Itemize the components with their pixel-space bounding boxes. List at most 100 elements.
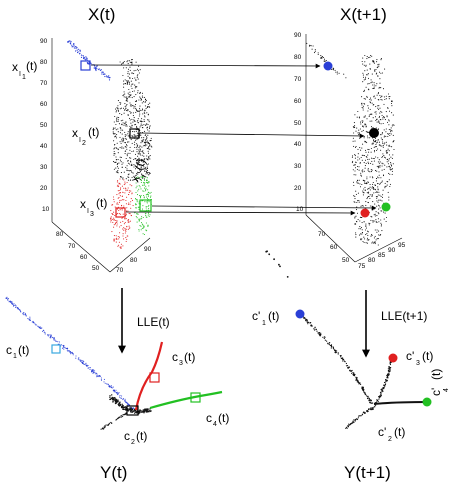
cloud-point <box>121 403 123 405</box>
cloud-point <box>363 79 365 81</box>
cloud-point <box>354 140 356 142</box>
cloud-point <box>124 134 126 136</box>
svg-text:90: 90 <box>144 246 152 253</box>
cloud-point <box>117 203 119 205</box>
cloud-point <box>389 129 391 131</box>
cloud-point <box>379 182 381 184</box>
cloud-point <box>149 148 151 150</box>
cloud-point <box>383 211 385 213</box>
cloud-point <box>383 155 385 157</box>
cloud-point <box>344 361 346 363</box>
cloud-point <box>355 379 358 381</box>
cloud-point <box>136 173 138 175</box>
svg-text:(t): (t) <box>422 349 433 363</box>
cloud-point <box>369 120 371 122</box>
cloud-point <box>375 143 377 146</box>
cloud-point <box>368 149 370 151</box>
cloud-point <box>127 63 129 65</box>
cloud-point <box>124 229 126 231</box>
cloud-point <box>364 392 366 394</box>
cloud-point <box>143 410 145 412</box>
cloud-point <box>114 214 116 217</box>
cloud-point <box>122 415 124 417</box>
cloud-point <box>126 148 128 150</box>
cloud-point <box>115 136 117 138</box>
cloud-point <box>385 185 387 187</box>
cloud-point <box>374 97 376 99</box>
cloud-point <box>64 346 66 348</box>
point-cloud-part1-x-t <box>67 40 111 81</box>
cloud-point <box>116 220 118 222</box>
cloud-point <box>366 410 368 412</box>
cloud-point <box>389 361 391 363</box>
cloud-point <box>125 134 127 136</box>
cloud-point <box>127 220 129 222</box>
cloud-point <box>129 184 131 186</box>
cloud-point <box>384 135 386 137</box>
cloud-point <box>118 241 120 243</box>
cloud-point <box>376 238 378 240</box>
cloud-point <box>149 196 152 198</box>
cloud-point <box>374 242 376 244</box>
cloud-point <box>120 142 122 144</box>
cloud-point <box>373 208 375 210</box>
cloud-point <box>353 201 355 203</box>
cloud-point <box>337 352 339 354</box>
cloud-point <box>338 72 340 74</box>
cloud-point <box>109 77 111 79</box>
cloud-point <box>106 383 108 385</box>
cloud-point <box>134 106 136 108</box>
cloud-point <box>385 150 387 152</box>
cloud-point <box>366 242 368 244</box>
svg-text:10: 10 <box>42 206 50 213</box>
cloud-point <box>362 129 364 131</box>
cloud-point <box>138 150 140 152</box>
cloud-point <box>139 169 141 171</box>
cloud-point <box>388 98 390 100</box>
cloud-point <box>68 41 70 43</box>
cloud-point <box>124 108 126 111</box>
cloud-point <box>369 222 371 225</box>
cloud-point <box>366 192 368 194</box>
cloud-point <box>117 109 119 111</box>
cloud-point <box>361 104 363 106</box>
cloud-point <box>67 41 69 43</box>
cloud-point <box>353 145 355 147</box>
cloud-point <box>378 141 381 143</box>
point-cloud-body-x-t1 <box>351 54 395 246</box>
cloud-point <box>80 56 83 59</box>
cloud-point <box>366 176 368 178</box>
cloud-point <box>147 140 149 142</box>
cloud-point <box>119 232 121 234</box>
cloud-point <box>368 191 370 193</box>
cloud-point <box>69 43 72 45</box>
cloud-point <box>142 184 144 186</box>
cloud-point <box>138 147 140 149</box>
cloud-point <box>88 367 90 369</box>
cloud-point <box>354 167 357 169</box>
cloud-point <box>369 63 371 65</box>
cloud-point <box>347 366 349 368</box>
cloud-point <box>139 195 141 197</box>
cloud-point <box>361 60 363 63</box>
cloud-point <box>371 73 373 75</box>
cloud-point <box>98 68 100 70</box>
cloud-point <box>371 176 373 178</box>
cloud-point <box>379 82 381 84</box>
cloud-point <box>43 331 45 333</box>
cloud-point <box>78 359 80 361</box>
cloud-point <box>351 156 353 158</box>
cloud-point <box>131 72 133 74</box>
cloud-point <box>388 172 390 174</box>
cloud-point <box>137 176 139 178</box>
cloud-point <box>345 427 347 429</box>
label-x-i4: x I 4 (t) <box>128 157 154 184</box>
cloud-point <box>115 235 117 237</box>
cloud-point <box>131 118 133 120</box>
cloud-point <box>390 102 393 105</box>
cloud-point <box>96 374 98 377</box>
cloud-point <box>352 126 354 128</box>
cloud-point <box>116 164 118 166</box>
cloud-point <box>89 368 91 371</box>
